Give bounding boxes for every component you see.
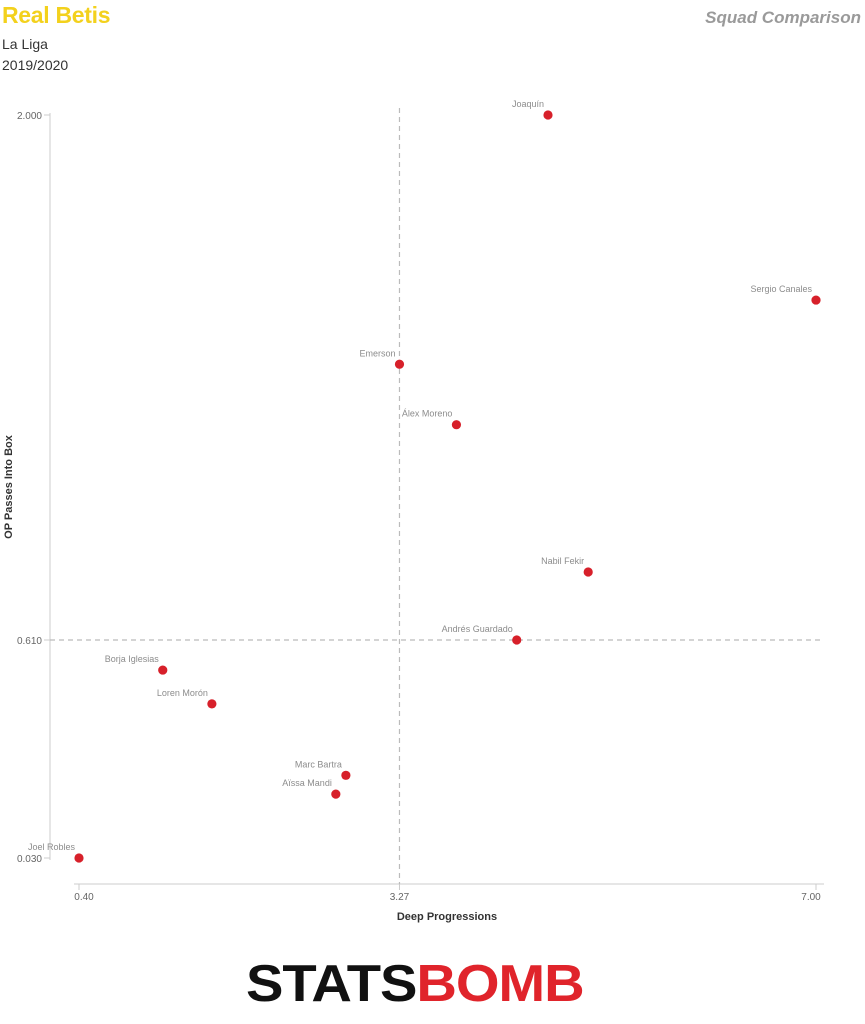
data-point: [811, 295, 821, 305]
league-name: La Liga: [2, 36, 48, 52]
point-label: Joaquín: [512, 99, 544, 109]
statsbomb-logo: STATSBOMB: [246, 955, 585, 1013]
data-point: [394, 359, 405, 369]
logo-text-bomb: BOMB: [416, 955, 584, 1013]
comparison-title: Squad Comparison: [705, 8, 861, 27]
point-label: Emerson: [359, 348, 395, 358]
point-label: Borja Iglesias: [105, 654, 160, 664]
data-point: [74, 853, 84, 863]
data-point: [543, 110, 553, 120]
y-tick-label: 0.610: [17, 636, 42, 647]
data-point: [451, 420, 462, 430]
team-title: Real Betis: [2, 2, 111, 28]
data-point: [512, 635, 522, 645]
y-tick-label: 0.030: [17, 854, 42, 865]
y-axis-title: OP Passes Into Box: [3, 434, 15, 539]
point-label: Loren Morón: [157, 688, 208, 698]
data-point: [583, 567, 593, 577]
data-point: [331, 789, 341, 799]
point-label: Joel Robles: [28, 842, 76, 852]
logo-text-stats: STATS: [246, 955, 417, 1013]
chart-axes: 2.000 0.610 0.030 0.40 3.27 7.00 Deep Progress…: [3, 108, 824, 923]
x-axis-title: Deep Progressions: [397, 911, 497, 923]
data-point: [158, 665, 168, 675]
scatter-chart: 2.000 0.610 0.030 0.40 3.27 7.00 Deep Progress…: [3, 99, 824, 923]
x-tick-label: 7.00: [801, 892, 821, 903]
data-point: [207, 699, 217, 709]
point-label: Marc Bartra: [295, 759, 342, 769]
point-label: Sergio Canales: [750, 284, 812, 294]
point-label: Aïssa Mandi: [282, 778, 332, 788]
point-label: Andrés Guardado: [442, 624, 513, 634]
point-label: Nabil Fekir: [541, 556, 584, 566]
season: 2019/2020: [2, 57, 69, 73]
data-point: [341, 770, 351, 780]
y-tick-label: 2.000: [17, 111, 42, 122]
x-tick-label: 0.40: [74, 892, 94, 903]
point-label: Álex Moreno: [402, 409, 453, 419]
chart-points: Joaquín Sergio Canales Emerson Álex Moreno N…: [28, 99, 821, 863]
x-tick-label: 3.27: [390, 892, 410, 903]
